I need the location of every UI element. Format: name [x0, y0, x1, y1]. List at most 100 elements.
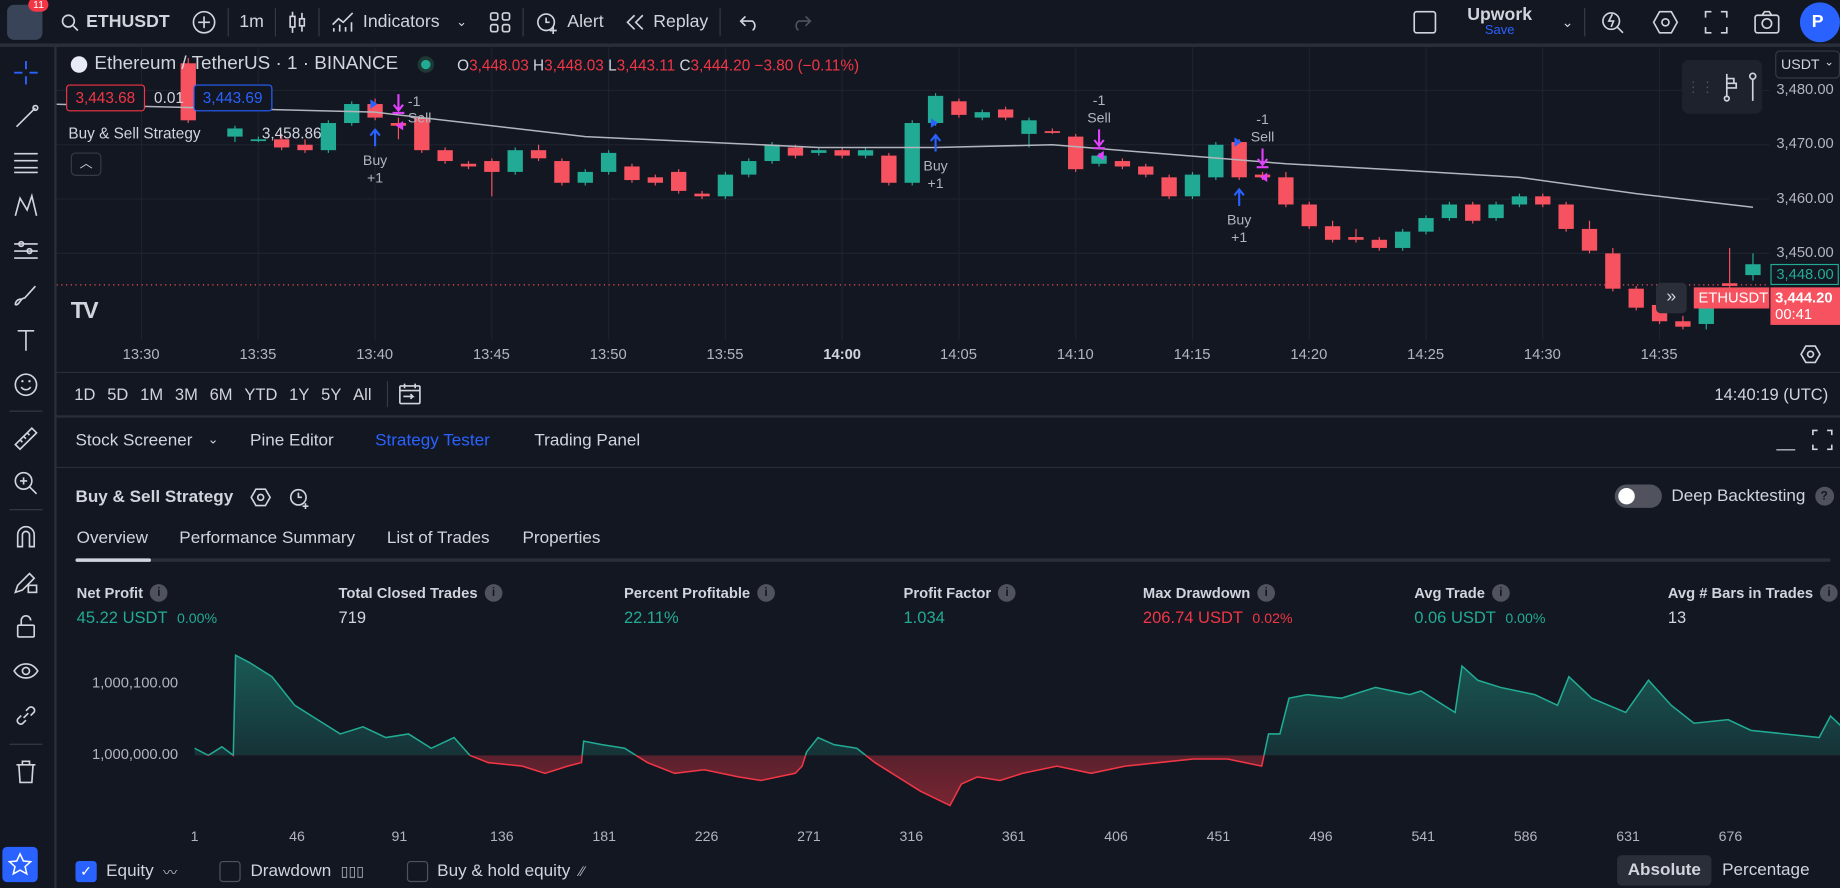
buy-trade-marker[interactable]: Buy+1	[1227, 137, 1252, 245]
range-1y[interactable]: 1Y	[289, 384, 310, 404]
range-ytd[interactable]: YTD	[244, 384, 278, 404]
toggle-equity[interactable]: ✓ Equity 〰	[75, 860, 177, 883]
scale-absolute[interactable]: Absolute	[1617, 855, 1712, 886]
tab-pine-editor[interactable]: Pine Editor	[250, 431, 334, 451]
info-icon[interactable]: i	[1492, 584, 1510, 602]
info-icon[interactable]: i	[150, 584, 168, 602]
help-icon[interactable]: ?	[1814, 486, 1834, 506]
anchor-line-icon[interactable]	[1748, 72, 1757, 102]
indicators-button[interactable]: Indicators ⌄	[319, 0, 477, 43]
fullscreen-button[interactable]	[1691, 0, 1741, 43]
range-1d[interactable]: 1D	[74, 384, 96, 404]
hide-tool[interactable]	[7, 655, 45, 688]
undo-button[interactable]	[720, 0, 779, 43]
equity-chart[interactable]	[57, 640, 1840, 863]
deep-backtesting-toggle[interactable]	[1614, 484, 1662, 508]
tab-stock-screener[interactable]: Stock Screener	[75, 431, 193, 451]
favorites-button[interactable]	[2, 846, 38, 883]
checkbox[interactable]: ✓	[75, 860, 97, 883]
maximize-panel-button[interactable]	[1812, 429, 1833, 456]
scroll-to-realtime-button[interactable]: »	[1656, 282, 1687, 314]
price-axis[interactable]: USDT ⌄ 3,480.00 3,470.00 3,460.00 3,450.00 3…	[1769, 47, 1840, 372]
price-chart[interactable]: Buy +1 Sell -1 Buy +1 Sell -1 Buy +1 Sell -1 Ethere…	[56, 46, 1840, 372]
range-5y[interactable]: 5Y	[321, 384, 342, 404]
layout-menu-chevron[interactable]: ⌄	[1561, 13, 1574, 30]
pattern-tool[interactable]	[7, 190, 45, 223]
range-5d[interactable]: 5D	[107, 384, 129, 404]
screenshot-button[interactable]	[1741, 0, 1793, 43]
quick-search-button[interactable]	[1585, 0, 1639, 43]
range-all[interactable]: All	[353, 384, 372, 404]
info-icon[interactable]: i	[484, 584, 503, 602]
buy-trade-marker[interactable]: Buy+1	[363, 99, 388, 185]
sell-trade-marker[interactable]: Sell-1	[1251, 111, 1275, 183]
text-tool[interactable]	[7, 324, 45, 357]
sell-trade-marker[interactable]: Sell-1	[1087, 92, 1111, 161]
checkbox[interactable]	[406, 860, 428, 883]
compare-button[interactable]	[180, 0, 227, 43]
chevron-down-icon[interactable]: ⌄	[456, 15, 468, 30]
minimize-panel-button[interactable]	[1776, 432, 1796, 451]
strategy-legend[interactable]: Buy & Sell Strategy 3,458.86	[68, 124, 322, 142]
horizontal-scrollbar[interactable]	[75, 558, 151, 562]
emoji-tool[interactable]	[7, 368, 45, 401]
ruler-tool[interactable]	[7, 422, 45, 455]
interval-button[interactable]: 1m	[239, 11, 264, 32]
subtab-overview[interactable]: Overview	[76, 529, 148, 548]
fib-tool[interactable]	[7, 145, 45, 178]
info-icon[interactable]: i	[757, 584, 775, 602]
symbol-title[interactable]: Ethereum / TetherUS · 1 · BINANCE	[94, 53, 399, 74]
remove-drawings-tool[interactable]	[7, 755, 45, 788]
price-range-icon[interactable]	[1723, 72, 1740, 102]
tab-strategy-tester[interactable]: Strategy Tester	[375, 431, 490, 451]
toggle-drawdown[interactable]: Drawdown ▯▯▯	[219, 860, 364, 883]
time-axis[interactable]: 13:30 13:35 13:40 13:45 13:50 13:55 14:00 14:05…	[57, 340, 1770, 372]
lock-tool[interactable]	[7, 610, 45, 643]
sync-tool[interactable]	[7, 699, 45, 732]
replay-button[interactable]: Replay	[614, 0, 719, 43]
utc-clock[interactable]: 14:40:19 (UTC)	[1714, 384, 1829, 404]
layout-toggle-button[interactable]	[1401, 0, 1448, 43]
subtab-performance-summary[interactable]: Performance Summary	[179, 529, 356, 548]
crosshair-tool[interactable]	[7, 56, 45, 89]
brush-tool[interactable]	[7, 279, 45, 312]
scale-percentage[interactable]: Percentage	[1722, 860, 1810, 880]
alert-button[interactable]: Alert	[524, 0, 615, 43]
tab-trading-panel[interactable]: Trading Panel	[534, 431, 641, 451]
user-avatar[interactable]: 11	[0, 0, 50, 43]
chart-settings-button[interactable]	[1800, 344, 1821, 371]
stay-in-drawing-tool[interactable]	[7, 565, 45, 598]
range-6m[interactable]: 6M	[209, 384, 233, 404]
buy-button[interactable]: 3,443.69	[193, 84, 272, 112]
settings-button[interactable]	[1640, 0, 1692, 43]
redo-button[interactable]	[779, 0, 821, 43]
sell-trade-marker[interactable]: Sell-1	[392, 93, 432, 131]
chevron-down-icon[interactable]: ⌄	[207, 432, 219, 447]
subtab-properties[interactable]: Properties	[522, 529, 601, 548]
range-3m[interactable]: 3M	[174, 384, 198, 404]
trend-line-tool[interactable]	[7, 101, 45, 134]
floating-drawing-toolbar[interactable]: ⋮⋮	[1681, 59, 1763, 114]
magnet-tool[interactable]	[7, 521, 45, 554]
drag-handle-icon[interactable]: ⋮⋮	[1686, 78, 1715, 96]
info-icon[interactable]: i	[998, 584, 1016, 602]
collapse-legend-button[interactable]: ︿	[70, 152, 102, 176]
sell-button[interactable]: 3,443.68	[66, 84, 145, 112]
zoom-tool[interactable]	[7, 467, 45, 500]
calendar-goto-icon[interactable]	[397, 381, 423, 407]
symbol-search[interactable]: ETHUSDT	[50, 0, 181, 43]
layouts-button[interactable]	[478, 0, 523, 43]
strategy-settings-icon[interactable]	[250, 487, 271, 508]
range-1m[interactable]: 1M	[140, 384, 164, 404]
add-alert-icon[interactable]	[288, 486, 312, 510]
layout-save-button[interactable]: Upwork Save	[1467, 4, 1533, 38]
info-icon[interactable]: i	[1820, 584, 1838, 602]
buy-trade-marker[interactable]: Buy+1	[923, 118, 949, 191]
toggle-buy-hold-equity[interactable]: Buy & hold equity ∕∕	[406, 860, 584, 883]
subtab-list-of-trades[interactable]: List of Trades	[386, 529, 490, 548]
chart-type-button[interactable]	[276, 0, 318, 43]
profile-avatar[interactable]: P	[1799, 1, 1840, 42]
forecast-tool[interactable]	[7, 235, 45, 268]
info-icon[interactable]: i	[1257, 584, 1276, 602]
